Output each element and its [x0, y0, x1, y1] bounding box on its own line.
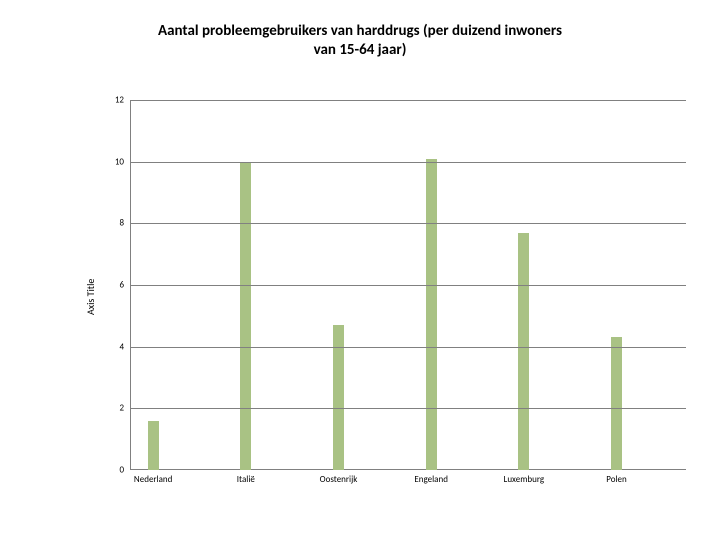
grid-line	[130, 285, 686, 286]
grid-line	[130, 408, 686, 409]
ytick-label: 4	[119, 341, 124, 352]
chart-title: Aantal probleemgebruikers van harddrugs …	[0, 22, 720, 60]
grid-line	[130, 347, 686, 348]
xtick-label: Polen	[606, 474, 627, 485]
ytick-label: 6	[119, 280, 124, 291]
chart-title-line1: Aantal probleemgebruikers van harddrugs …	[158, 22, 562, 40]
bar	[148, 421, 159, 470]
ytick-label: 8	[119, 218, 124, 229]
ytick-label: 10	[115, 156, 124, 167]
xtick-label: Oostenrijk	[320, 474, 358, 485]
page: Aantal probleemgebruikers van harddrugs …	[0, 0, 720, 540]
grid-line	[130, 223, 686, 224]
xtick-label: Engeland	[414, 474, 448, 485]
ytick-label: 12	[115, 95, 124, 106]
ytick-label: 0	[119, 465, 124, 476]
ytick-label: 2	[119, 403, 124, 414]
xtick-label: Nederland	[134, 474, 172, 485]
bar	[518, 233, 529, 470]
xtick-label: Luxemburg	[504, 474, 545, 485]
chart-title-line2: van 15-64 jaar)	[314, 41, 407, 59]
grid-line	[130, 162, 686, 163]
bar	[611, 337, 622, 470]
y-axis-label: Axis Title	[84, 279, 97, 315]
grid-line	[130, 100, 686, 101]
bar	[240, 162, 251, 470]
chart-area: Axis Title 024681012NederlandItaliëOoste…	[96, 100, 686, 500]
xtick-label: Italië	[237, 474, 255, 485]
plot-area: 024681012NederlandItaliëOostenrijkEngela…	[130, 100, 686, 470]
bar	[426, 159, 437, 470]
